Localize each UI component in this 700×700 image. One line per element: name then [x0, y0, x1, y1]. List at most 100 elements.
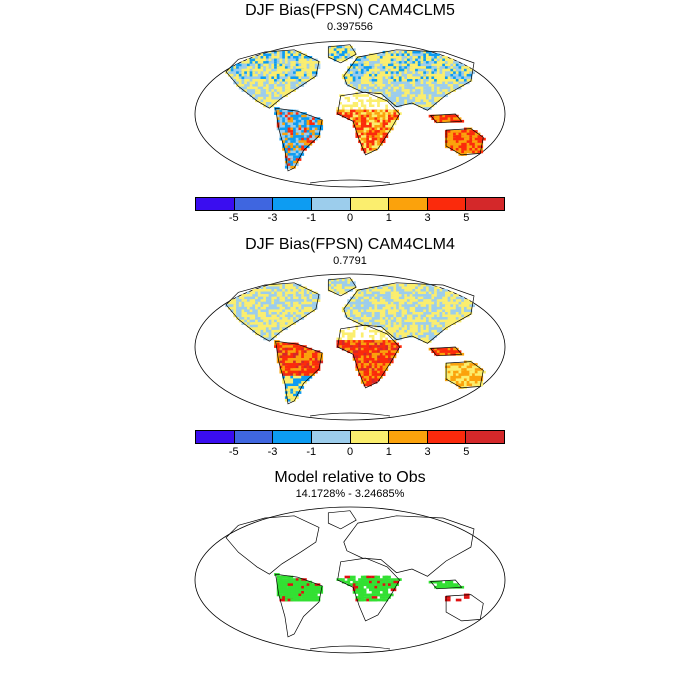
grid-cell	[290, 165, 296, 169]
grid-cell	[312, 68, 318, 72]
grid-cell	[366, 383, 372, 387]
grid-cell	[293, 393, 299, 397]
grid-cell	[374, 598, 381, 602]
grid-cell	[312, 304, 318, 308]
grid-cell	[434, 53, 440, 57]
grid-cell	[284, 591, 291, 594]
panel2-title: DJF Bias(FPSN) CAM4CLM4	[245, 236, 455, 253]
colorbar-tick-label: -5	[228, 212, 239, 224]
grid-cell	[344, 575, 351, 579]
grid-cell	[425, 50, 432, 54]
grid-cell	[312, 301, 318, 305]
grid-cell	[314, 135, 321, 138]
grid-cell	[382, 135, 389, 138]
colorbar-tick-label: -1	[306, 212, 317, 224]
grid-cell	[279, 578, 286, 581]
grid-cell	[382, 332, 389, 336]
grid-cell	[477, 378, 484, 382]
grid-cell	[385, 596, 391, 599]
grid-cell	[379, 137, 386, 141]
grid-cell	[287, 575, 294, 579]
grid-cell	[382, 598, 389, 602]
grid-cell	[317, 591, 324, 594]
colorbar-swatch	[466, 431, 504, 443]
grid-cell	[309, 76, 315, 80]
grid-cell	[317, 125, 324, 128]
grid-cell	[374, 378, 381, 382]
grid-cell	[444, 324, 451, 328]
grid-cell	[360, 596, 367, 599]
grid-cell	[360, 588, 367, 592]
coastline-indonesia	[429, 579, 463, 590]
grid-cell	[477, 373, 484, 377]
grid-cell	[377, 142, 383, 146]
grid-cell	[366, 150, 372, 154]
coastline-northAmerica	[225, 49, 320, 109]
grid-cell	[458, 296, 465, 300]
grid-cell	[303, 591, 310, 594]
grid-cell	[301, 53, 307, 57]
grid-cell	[298, 588, 305, 592]
grid-cell	[312, 306, 318, 310]
grid-cell	[434, 585, 440, 589]
grid-cell	[455, 117, 462, 121]
coastline-antarctica	[309, 645, 391, 650]
coastlines	[225, 510, 484, 650]
panel1-subtitle: 0.397556	[327, 21, 373, 33]
grid-cell	[393, 583, 400, 587]
grid-cell	[474, 132, 481, 136]
coastline-northAmerica	[225, 515, 320, 575]
grid-cell	[301, 81, 307, 85]
grid-cell	[444, 598, 451, 602]
grid-cell	[387, 104, 394, 108]
grid-cell	[385, 575, 391, 579]
grid-cell	[463, 596, 470, 599]
grid-cell	[385, 130, 391, 133]
grid-cell	[287, 583, 294, 587]
grid-cell	[393, 114, 400, 118]
grid-cell	[447, 580, 454, 584]
grid-cell	[447, 58, 454, 62]
coastline-australia	[445, 128, 484, 156]
grid-cell	[309, 309, 315, 313]
coastlines	[225, 277, 484, 417]
grid-cell	[312, 137, 318, 141]
grid-cell	[303, 378, 310, 382]
coastlines	[225, 44, 484, 184]
colorbar-tick-label: 1	[385, 446, 392, 458]
grid-cell	[477, 135, 484, 138]
colorbar-swatch	[311, 431, 351, 443]
grid-cell	[314, 598, 321, 602]
grid-cell	[282, 585, 288, 589]
grid-cell	[466, 79, 473, 82]
grid-cell	[474, 365, 481, 369]
grid-cell	[295, 596, 302, 599]
grid-cell	[385, 580, 391, 584]
grid-cell	[450, 322, 456, 325]
coastline-greenland	[327, 44, 357, 64]
grid-cell	[309, 373, 315, 377]
grid-cell	[290, 398, 296, 402]
grid-cell	[466, 68, 473, 72]
panel3-title: Model relative to Obs	[274, 469, 426, 486]
grid-cell	[298, 150, 305, 154]
grid-cell	[347, 278, 353, 282]
grid-cell	[317, 358, 324, 361]
grid-cell	[276, 593, 283, 597]
colorbar-tick-label: -5	[228, 446, 239, 458]
grid-cell	[279, 575, 286, 579]
grid-cell	[360, 593, 367, 597]
grid-cell	[363, 91, 370, 95]
grid-cell	[301, 286, 307, 290]
colorbar-swatch	[466, 198, 504, 210]
grid-cell	[295, 388, 302, 392]
grid-cell	[463, 81, 470, 85]
grid-cell	[453, 114, 459, 118]
grid-cell	[295, 50, 302, 54]
grid-cell	[466, 306, 473, 310]
grid-cell	[314, 296, 321, 300]
map-grid-cells	[225, 45, 486, 169]
grid-cell	[312, 73, 318, 77]
grid-cell	[434, 286, 440, 290]
grid-cell	[453, 583, 459, 587]
